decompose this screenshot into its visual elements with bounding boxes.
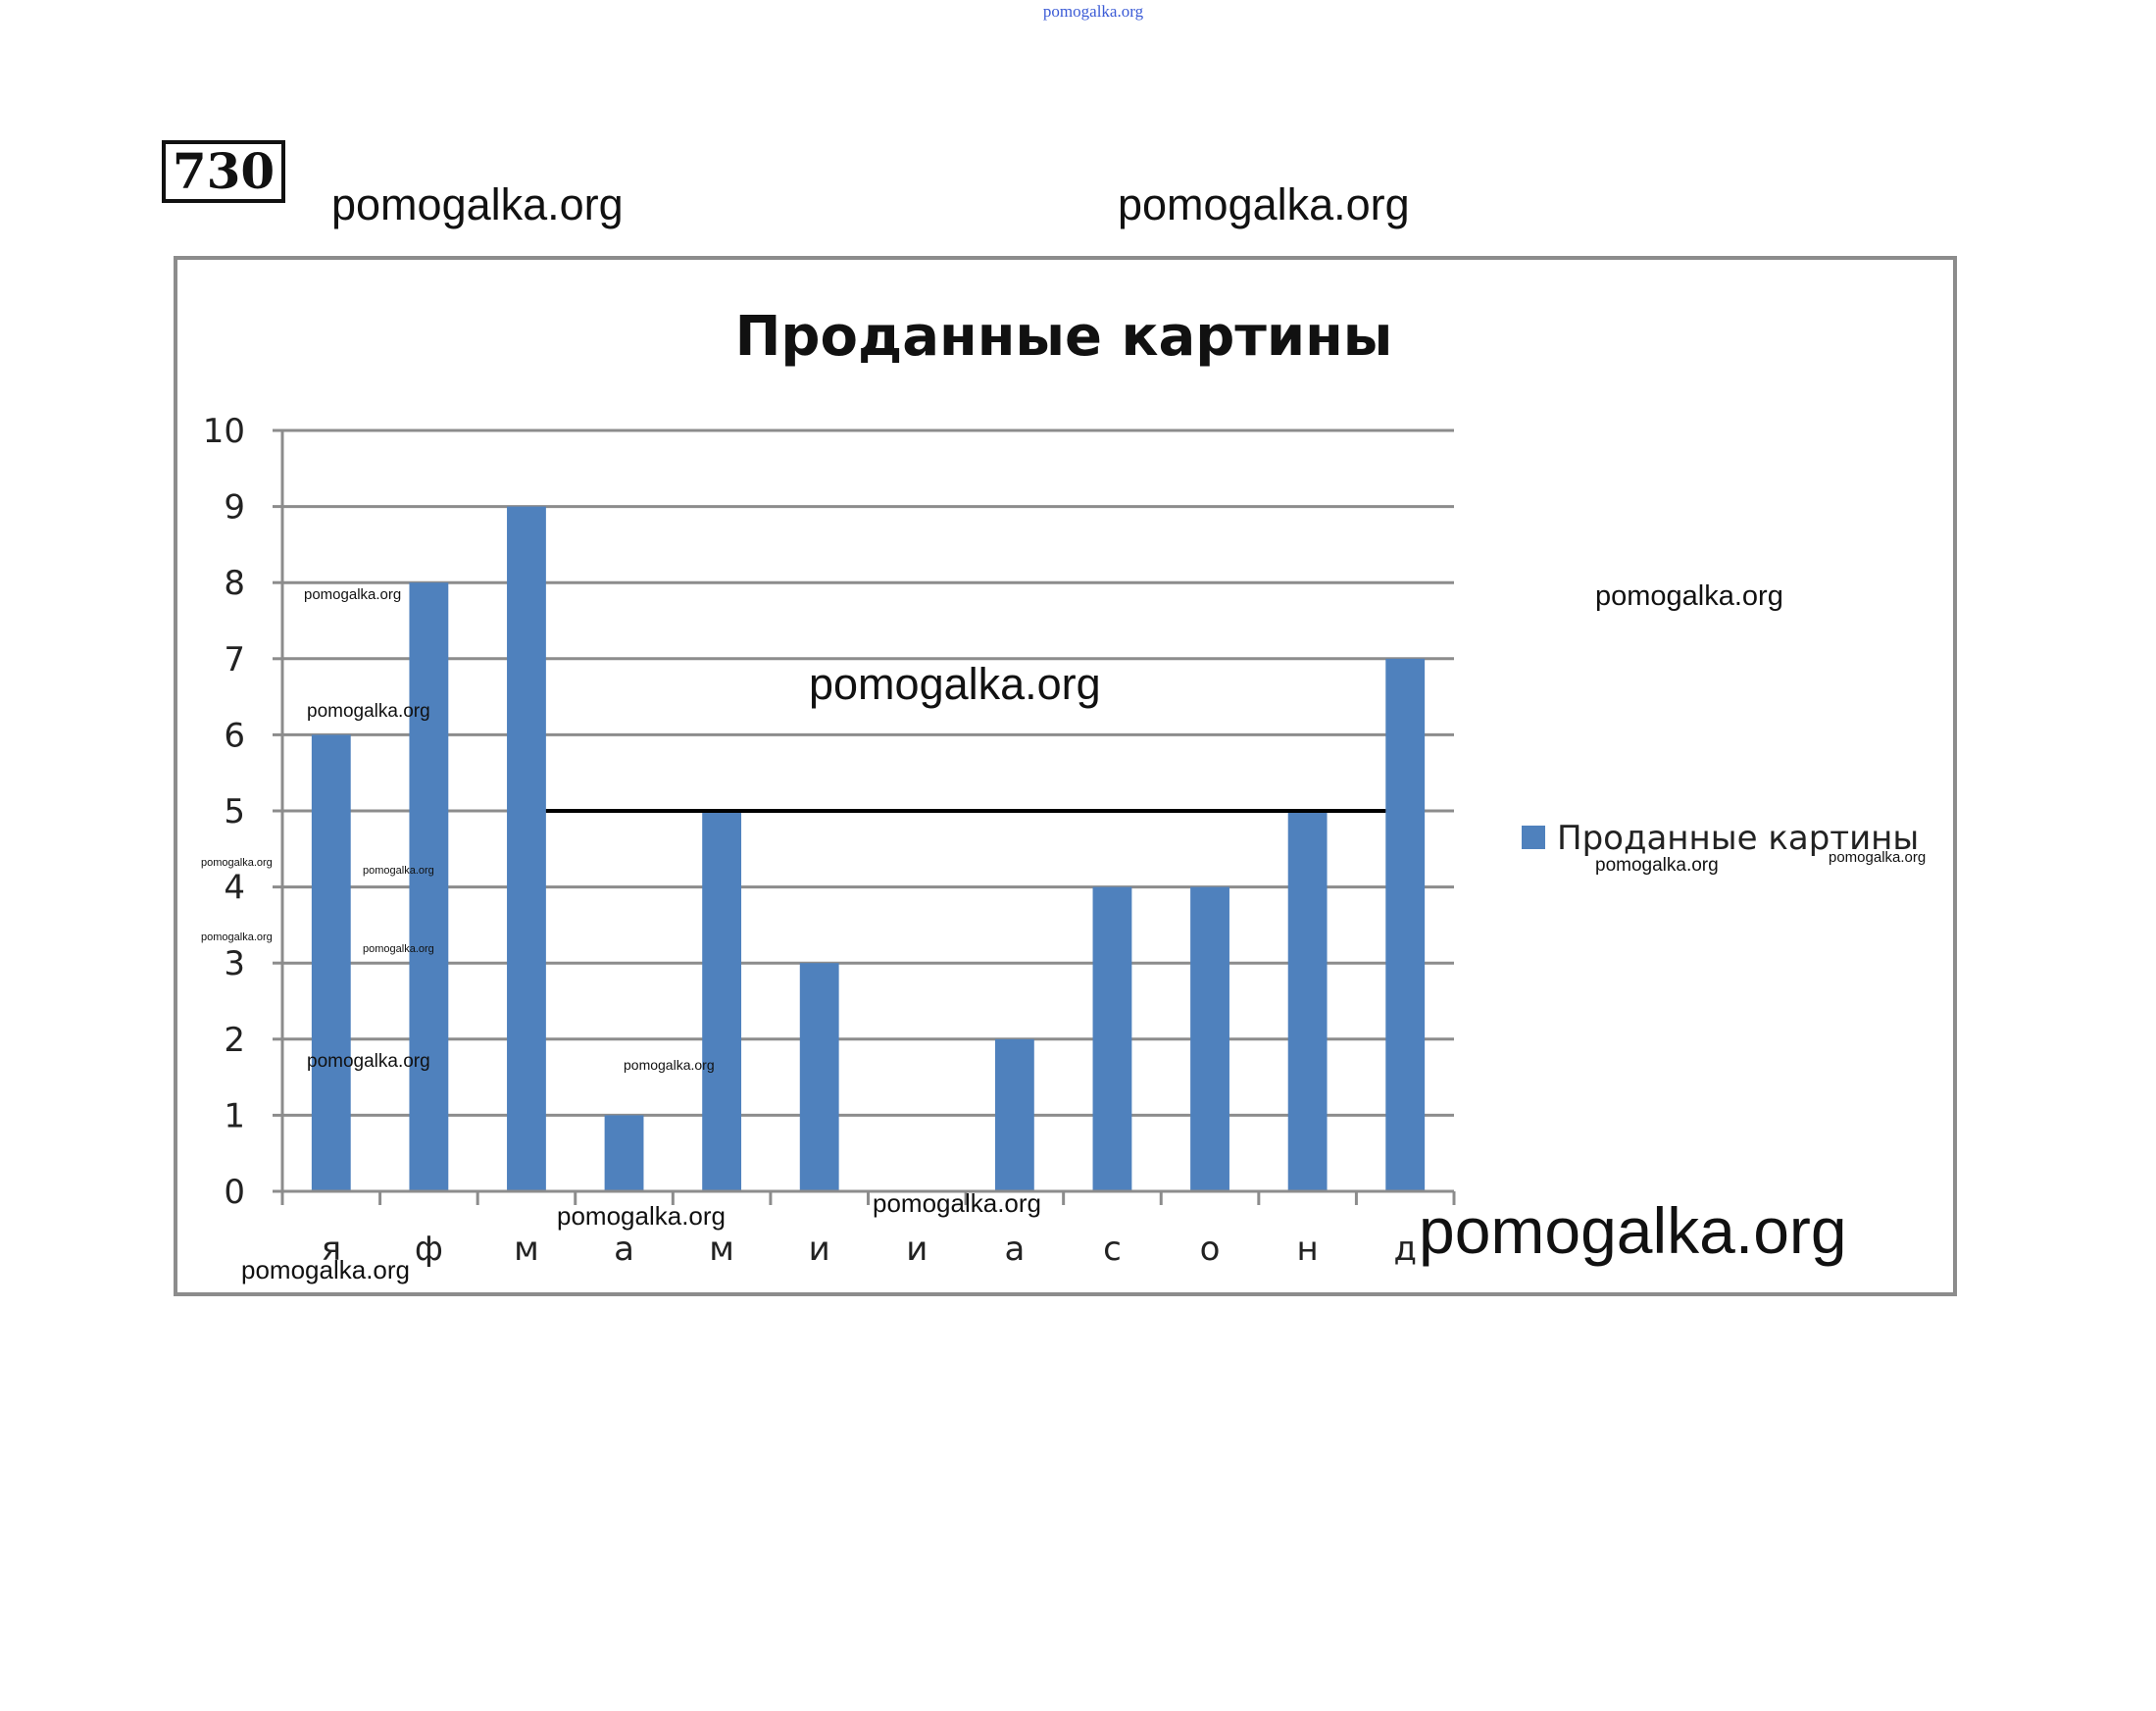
x-tick-label: а [1004,1230,1025,1269]
x-tick-label: ф [415,1230,443,1269]
x-tick-label: и [809,1230,830,1269]
y-tick-label: 4 [224,869,245,908]
watermark: pomogalka.org [241,1255,410,1284]
watermark: pomogalka.org [1595,580,1783,612]
watermark: pomogalka.org [363,943,434,955]
watermark: pomogalka.org [201,857,273,869]
y-tick-label: 5 [224,792,245,831]
bar [1190,886,1229,1191]
watermark: pomogalka.org [201,931,273,943]
legend-swatch [1522,826,1545,849]
bar [994,1038,1034,1191]
x-tick-label: я [322,1230,341,1269]
y-tick-label: 0 [224,1173,245,1212]
axes [273,428,1456,1205]
watermark: pomogalka.org [1419,1194,1847,1267]
top-watermark: pomogalka.org [1042,2,1144,21]
x-tick-label: н [1297,1230,1319,1269]
bars [311,506,1426,1191]
chart-title: Проданные картины [735,305,1393,369]
watermark: pomogalka.org [873,1188,1041,1218]
y-tick-label: 6 [224,716,245,755]
watermark: pomogalka.org [363,865,434,877]
x-tick-label: а [614,1230,634,1269]
watermark: pomogalka.org [1118,179,1410,229]
y-tick-label: 7 [224,640,245,679]
legend: Проданные картины [1522,819,1919,858]
bar [1385,658,1426,1191]
y-tick-label: 2 [224,1021,245,1060]
x-tick-label: м [709,1230,734,1269]
watermark: pomogalka.org [809,659,1101,709]
watermark: pomogalka.org [1829,849,1927,866]
y-tick-label: 1 [224,1096,245,1135]
watermark: pomogalka.org [331,179,624,229]
bar [604,1115,644,1191]
bar [507,506,546,1191]
y-tick-label: 10 [203,412,245,451]
watermark: pomogalka.org [307,701,430,722]
x-tick-label: о [1200,1230,1221,1269]
bar [1287,811,1328,1191]
watermark: pomogalka.org [307,1051,430,1072]
x-tick-label: и [906,1230,928,1269]
watermark: pomogalka.org [1595,855,1719,876]
y-tick-label: 9 [224,488,245,528]
y-tick-label: 8 [224,564,245,603]
legend-label: Проданные картины [1557,819,1919,858]
x-tick-label: м [514,1230,539,1269]
y-axis-ticks: 0 1 2 3 4 5 6 7 8 9 10 [203,412,245,1212]
bar [409,582,449,1191]
watermark: pomogalka.org [624,1057,715,1073]
watermark: pomogalka.org [304,586,402,603]
bar [702,811,742,1191]
bar [1092,886,1132,1191]
bar [799,963,839,1191]
problem-number: 730 [162,140,285,203]
x-tick-label: с [1103,1230,1122,1269]
y-tick-label: 3 [224,944,245,983]
watermark: pomogalka.org [1863,1373,1870,1374]
watermark: pomogalka.org [557,1201,726,1231]
x-tick-label: д [1393,1230,1417,1269]
bar [311,734,351,1191]
